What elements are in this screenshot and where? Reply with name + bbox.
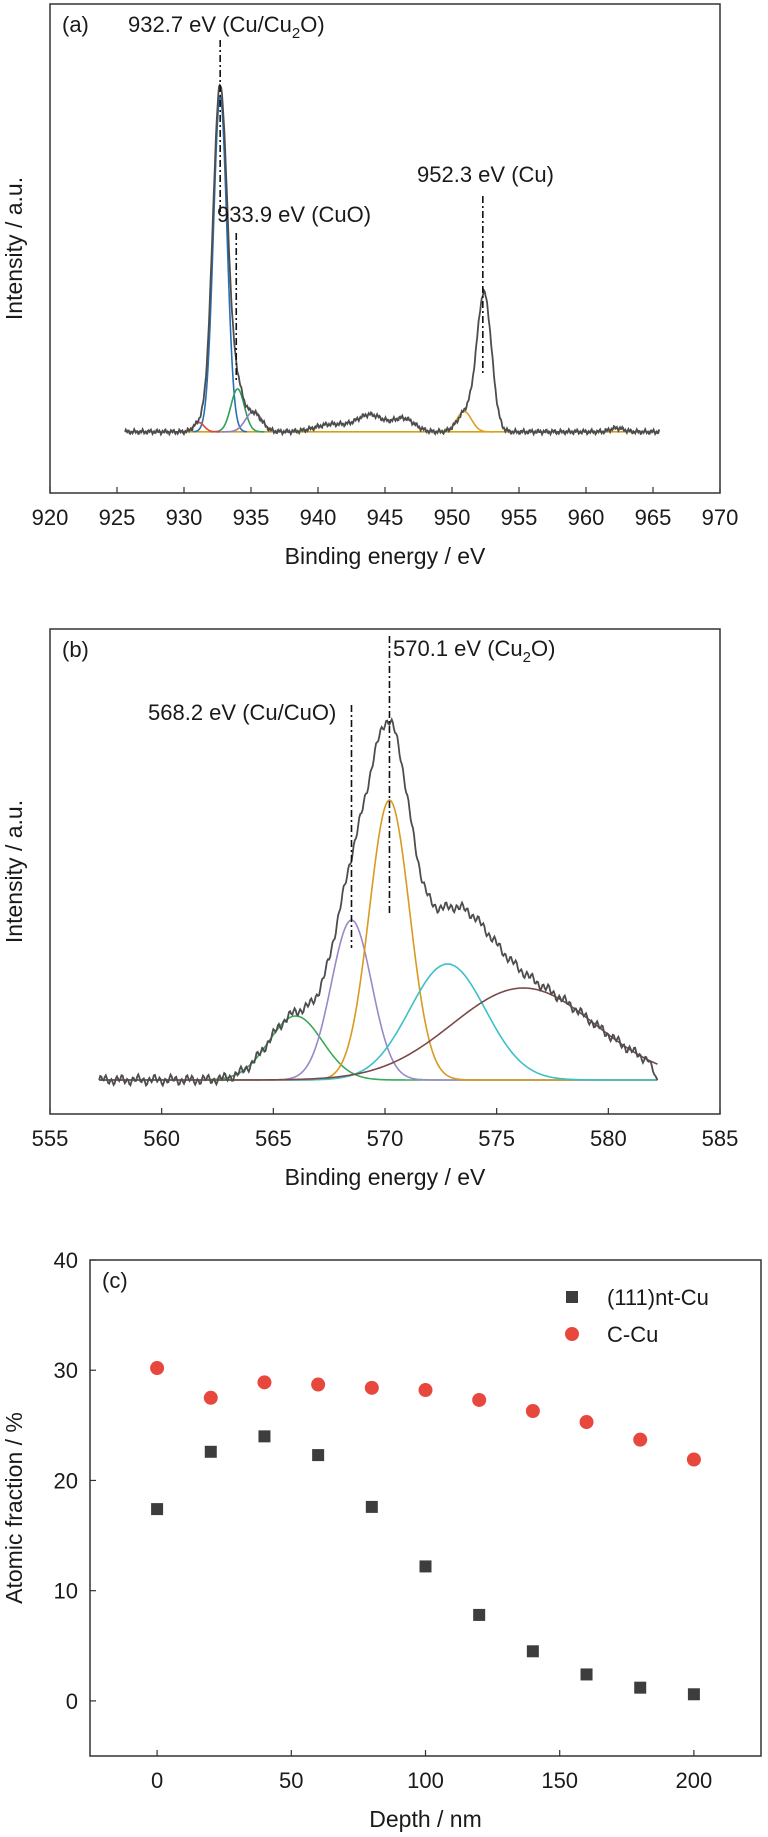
x-tick-label: 100	[407, 1768, 444, 1793]
x-tick-label: 50	[279, 1768, 303, 1793]
data-point-square	[473, 1608, 486, 1621]
x-tick-label: 970	[702, 505, 739, 530]
data-point-circle	[418, 1383, 433, 1398]
data-point-circle	[633, 1432, 648, 1447]
measured-spectrum-line	[98, 717, 659, 1088]
annotation-main: 568.2 eV (Cu/CuO)	[148, 700, 336, 725]
data-point-square	[634, 1681, 647, 1694]
x-tick-label: 920	[32, 505, 69, 530]
x-tick-label: 940	[300, 505, 337, 530]
data-point-square	[580, 1668, 593, 1681]
data-point-square	[312, 1449, 325, 1462]
x-tick-label: 925	[99, 505, 136, 530]
panel-label: (b)	[62, 637, 89, 662]
peak-annotation: 932.7 eV (Cu/Cu2O)	[128, 12, 325, 42]
panel-b: 555 560 565 570 575 580 585 Binding energy / eV…	[1, 628, 739, 1190]
data-point-circle	[203, 1390, 218, 1405]
component-peak-line	[99, 1015, 658, 1081]
x-tick-label: 965	[635, 505, 672, 530]
y-axis-label: Intensity / a.u.	[1, 177, 27, 320]
y-tick-label: 10	[54, 1579, 78, 1604]
x-axis-label: Binding energy / eV	[285, 543, 486, 569]
data-point-square	[258, 1430, 271, 1443]
annotation-tail: O)	[531, 636, 555, 661]
x-tick-label: 955	[501, 505, 538, 530]
annotation-subscript: 2	[523, 649, 531, 666]
component-peak-line	[99, 987, 658, 1081]
annotation-subscript: 2	[292, 25, 300, 42]
data-point-square	[204, 1445, 217, 1458]
legend-marker-square	[566, 1291, 578, 1303]
x-axis-label: Binding energy / eV	[285, 1164, 486, 1190]
y-axis-label: Intensity / a.u.	[1, 800, 27, 943]
panel-label: (c)	[102, 1268, 128, 1293]
annotation-main: 570.1 eV (Cu	[393, 636, 523, 661]
peak-annotation: 570.1 eV (Cu2O)	[393, 636, 555, 666]
x-tick-label: 200	[676, 1768, 713, 1793]
x-tick-label: 945	[367, 505, 404, 530]
component-peak-line	[210, 388, 265, 433]
x-tick-label: 150	[541, 1768, 578, 1793]
data-point-circle	[150, 1361, 165, 1376]
plot-frame	[89, 1259, 762, 1757]
x-tick-label: 570	[367, 1126, 404, 1151]
x-tick-label: 565	[255, 1126, 292, 1151]
y-tick-label: 0	[66, 1689, 78, 1714]
legend-label: C-Cu	[607, 1322, 658, 1347]
measured-spectrum-line	[124, 83, 661, 437]
annotation-main: 932.7 eV (Cu/Cu	[128, 12, 292, 37]
component-peak-line	[99, 963, 658, 1081]
data-point-square	[419, 1560, 432, 1573]
x-tick-label: 930	[166, 505, 203, 530]
legend-label: (111)nt-Cu	[607, 1285, 709, 1310]
x-axis-label: Depth / nm	[369, 1806, 482, 1832]
x-tick-label: 960	[568, 505, 605, 530]
annotation-main: 952.3 eV (Cu)	[417, 162, 554, 187]
data-point-circle	[257, 1375, 272, 1390]
x-tick-label: 575	[478, 1126, 515, 1151]
y-tick-label: 20	[54, 1468, 78, 1493]
x-tick-label: 560	[143, 1126, 180, 1151]
x-tick-label: 580	[590, 1126, 627, 1151]
x-tick-label: 585	[702, 1126, 739, 1151]
x-tick-label: 0	[151, 1768, 163, 1793]
data-point-square	[365, 1500, 378, 1513]
legend-marker-circle	[565, 1327, 579, 1341]
data-point-circle	[364, 1380, 379, 1395]
annotation-tail: O)	[300, 12, 324, 37]
data-point-circle	[311, 1377, 326, 1392]
data-point-square	[687, 1688, 700, 1701]
x-tick-label: 950	[434, 505, 471, 530]
x-tick-label: 935	[233, 505, 270, 530]
peak-annotation: 952.3 eV (Cu)	[417, 162, 554, 187]
y-axis-label: Atomic fraction / %	[1, 1412, 27, 1604]
y-tick-label: 30	[54, 1358, 78, 1383]
data-point-circle	[472, 1392, 487, 1407]
x-tick-label: 555	[32, 1126, 69, 1151]
y-tick-label: 40	[54, 1248, 78, 1273]
annotation-main: 933.9 eV (CuO)	[217, 202, 371, 227]
peak-annotation: 933.9 eV (CuO)	[217, 202, 371, 227]
component-peak-line	[99, 919, 658, 1081]
data-point-square	[151, 1503, 164, 1516]
data-point-circle	[686, 1452, 701, 1467]
component-peak-line	[99, 799, 658, 1081]
data-point-circle	[579, 1415, 594, 1430]
component-peak-line	[434, 410, 494, 433]
peak-annotation: 568.2 eV (Cu/CuO)	[148, 700, 336, 725]
panel-label: (a)	[62, 12, 89, 37]
data-point-circle	[525, 1404, 540, 1419]
data-point-square	[526, 1645, 539, 1658]
panel-a: 920 925 930 935 940 945 950 955 960 965 970 Binding…	[1, 3, 739, 569]
